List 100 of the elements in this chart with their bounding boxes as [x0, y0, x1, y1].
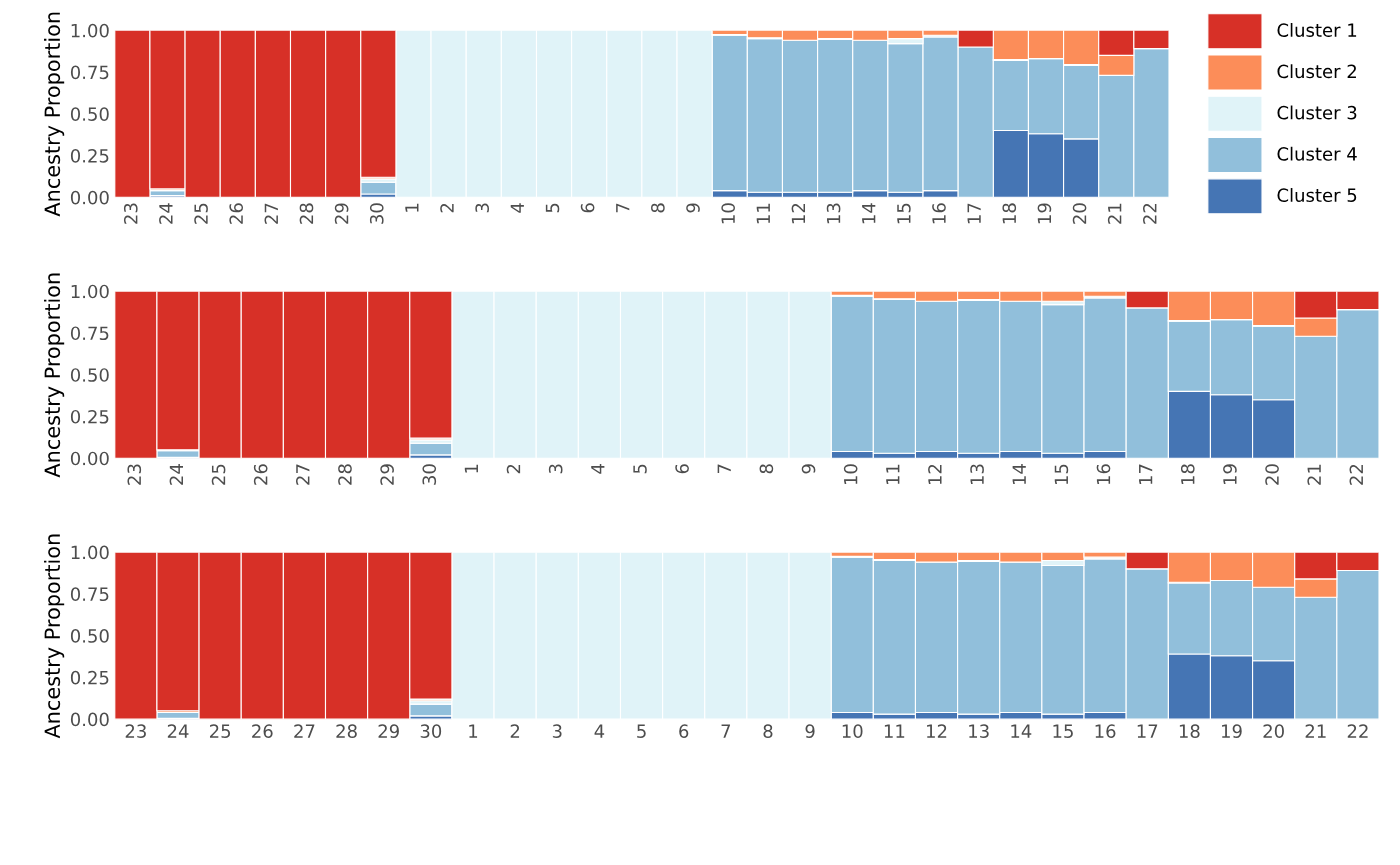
x-tick-label: 8 [763, 724, 773, 738]
y-tick-label: 0.25 [70, 148, 109, 163]
x-tick-label: 2 [440, 203, 454, 213]
legend-label: Cluster 3 [1277, 105, 1357, 120]
x-tick-label: 24 [159, 203, 173, 224]
x-tick-label: 8 [759, 464, 774, 474]
y-axis-title: Ancestry Proportion [44, 12, 65, 217]
x-tick-label: 15 [897, 203, 911, 224]
x-tick-label: 19 [1223, 464, 1237, 485]
x-tick-label: 25 [211, 464, 226, 485]
legend-label: Cluster 1 [1277, 23, 1357, 37]
x-tick-label: 6 [679, 724, 689, 738]
x-tick-label: 18 [1002, 203, 1017, 224]
x-tick-label: 3 [548, 464, 563, 474]
y-tick-label: 0.50 [70, 368, 109, 382]
x-tick-label: 2 [510, 724, 520, 738]
y-tick-label: 0.75 [70, 326, 109, 341]
y-tick-label: 0.75 [70, 587, 109, 602]
legend-label: Cluster 4 [1277, 146, 1357, 161]
x-tick-label: 2 [506, 464, 521, 474]
y-tick-label: 0.50 [70, 629, 109, 643]
x-tick-label: 13 [969, 724, 989, 738]
x-tick-label: 1 [464, 464, 478, 473]
x-tick-label: 7 [616, 203, 630, 213]
x-tick-label: 27 [264, 203, 278, 224]
x-tick-label: 28 [338, 464, 352, 485]
x-tick-label: 23 [123, 203, 138, 224]
x-tick-label: 28 [336, 724, 357, 738]
x-tick-label: 4 [594, 724, 605, 738]
x-tick-label: 12 [928, 464, 942, 485]
x-tick-label: 26 [229, 203, 244, 224]
x-tick-label: 6 [675, 464, 689, 474]
x-tick-label: 9 [801, 464, 816, 474]
y-axis-title: Ancestry Proportion [44, 534, 65, 739]
y-tick-label: 0.25 [70, 409, 109, 424]
x-tick-label: 11 [884, 724, 905, 738]
y-tick-label: 0.00 [70, 451, 109, 466]
x-tick-label: 22 [1349, 464, 1363, 485]
x-tick-label: 30 [422, 464, 437, 485]
legend-label: Cluster 2 [1277, 64, 1356, 79]
x-tick-label: 26 [253, 464, 268, 485]
x-tick-label: 8 [651, 203, 665, 213]
y-tick-label: 0.50 [70, 107, 109, 121]
x-tick-label: 5 [545, 203, 560, 213]
x-tick-label: 9 [805, 724, 815, 738]
x-tick-label: 5 [637, 724, 646, 738]
y-tick-label: 0.75 [70, 65, 109, 80]
x-tick-label: 9 [686, 203, 700, 213]
x-tick-label: 13 [826, 203, 841, 224]
x-tick-label: 29 [380, 464, 394, 485]
x-tick-label: 22 [1347, 724, 1368, 738]
x-tick-label: 14 [862, 203, 876, 224]
x-tick-label: 7 [721, 724, 731, 738]
x-tick-label: 30 [420, 724, 442, 738]
x-tick-label: 15 [1054, 464, 1069, 485]
x-tick-label: 13 [970, 464, 984, 485]
x-tick-label: 29 [334, 203, 349, 224]
y-tick-label: 0.00 [70, 712, 109, 727]
x-tick-label: 3 [475, 203, 490, 213]
x-tick-label: 18 [1179, 724, 1200, 738]
x-tick-label: 27 [296, 464, 310, 485]
x-tick-label: 3 [552, 724, 562, 738]
x-tick-label: 22 [1143, 203, 1157, 224]
x-tick-label: 21 [1107, 203, 1122, 224]
x-tick-label: 16 [1096, 464, 1111, 485]
x-tick-label: 21 [1307, 464, 1321, 485]
x-tick-label: 30 [369, 203, 384, 224]
x-tick-label: 17 [1137, 724, 1158, 738]
x-tick-label: 16 [932, 203, 946, 224]
x-tick-label: 27 [294, 724, 315, 738]
x-tick-label: 17 [1139, 464, 1153, 485]
x-tick-label: 23 [125, 724, 146, 738]
x-tick-label: 11 [756, 203, 770, 224]
y-tick-label: 0.25 [70, 670, 109, 685]
x-tick-label: 25 [194, 203, 208, 224]
x-tick-label: 14 [1012, 464, 1026, 485]
y-tick-label: 1.00 [71, 23, 109, 38]
x-tick-label: 4 [591, 464, 605, 474]
x-tick-label: 20 [1263, 724, 1284, 738]
x-tick-label: 12 [927, 724, 947, 738]
x-tick-label: 24 [167, 724, 189, 738]
x-tick-label: 21 [1305, 724, 1326, 738]
x-tick-label: 5 [633, 464, 647, 474]
x-tick-label: 19 [1222, 724, 1242, 738]
x-tick-label: 24 [169, 464, 183, 485]
x-tick-label: 17 [967, 203, 981, 224]
x-tick-label: 7 [717, 464, 731, 474]
y-tick-label: 1.00 [71, 284, 109, 299]
x-tick-label: 18 [1180, 464, 1195, 485]
x-tick-label: 12 [791, 203, 806, 224]
x-tick-label: 10 [721, 203, 735, 224]
x-tick-label: 1 [405, 203, 419, 212]
x-tick-label: 25 [209, 724, 231, 738]
x-tick-label: 20 [1265, 464, 1279, 485]
x-tick-label: 23 [127, 464, 142, 485]
x-tick-label: 11 [886, 464, 900, 485]
x-tick-label: 19 [1037, 203, 1052, 224]
x-tick-label: 16 [1095, 724, 1116, 738]
x-tick-label: 28 [299, 203, 314, 224]
y-tick-label: 1.00 [71, 545, 109, 560]
